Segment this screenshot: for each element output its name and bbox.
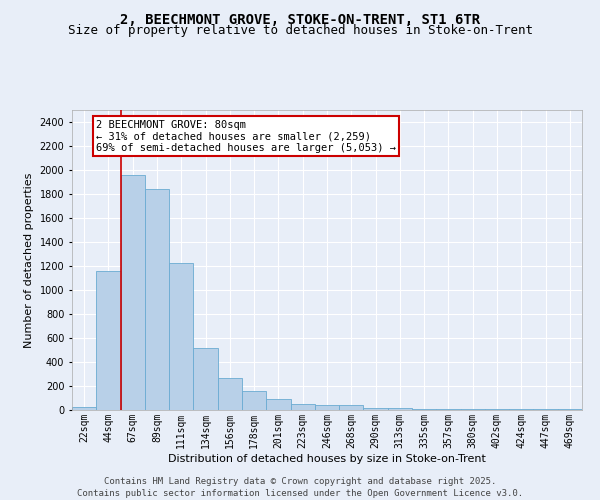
Bar (266, 399, 290, 410)
Text: Size of property relative to detached houses in Stoke-on-Trent: Size of property relative to detached ho… (67, 24, 533, 37)
Bar (72, 406, 96, 410)
Text: Contains HM Land Registry data © Crown copyright and database right 2025.
Contai: Contains HM Land Registry data © Crown c… (77, 476, 523, 498)
Bar (121, 175, 145, 410)
Y-axis label: Number of detached properties: Number of detached properties (24, 172, 34, 348)
Bar (242, 392, 266, 410)
Bar (290, 404, 315, 410)
Bar (218, 378, 242, 410)
Bar (388, 408, 412, 410)
Bar (364, 408, 388, 410)
Bar (145, 188, 169, 410)
Bar (193, 348, 218, 410)
Bar (96, 272, 121, 410)
Bar (169, 263, 193, 410)
X-axis label: Distribution of detached houses by size in Stoke-on-Trent: Distribution of detached houses by size … (168, 454, 486, 464)
Bar (339, 405, 364, 410)
Text: 2 BEECHMONT GROVE: 80sqm
← 31% of detached houses are smaller (2,259)
69% of sem: 2 BEECHMONT GROVE: 80sqm ← 31% of detach… (96, 120, 396, 153)
Bar (315, 405, 339, 410)
Text: 2, BEECHMONT GROVE, STOKE-ON-TRENT, ST1 6TR: 2, BEECHMONT GROVE, STOKE-ON-TRENT, ST1 … (120, 12, 480, 26)
